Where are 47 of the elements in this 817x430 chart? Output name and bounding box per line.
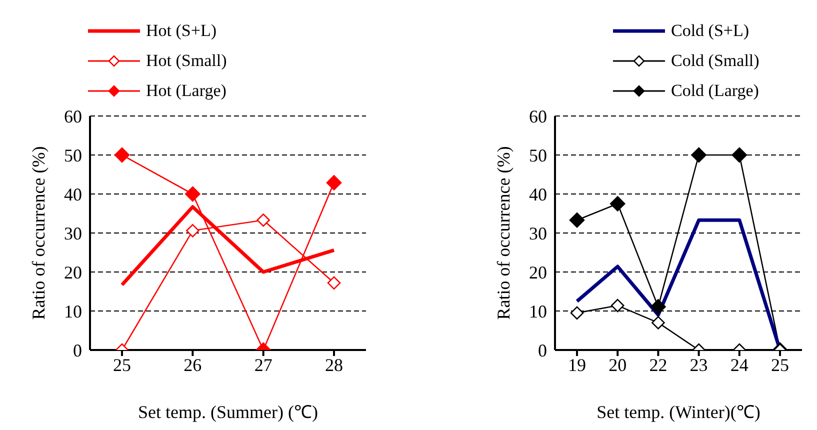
- point: [691, 147, 706, 163]
- x-axis-title: Set temp. (Summer) (℃): [138, 402, 318, 422]
- y-tick-label: 30: [64, 223, 82, 244]
- y-tick-label: 50: [529, 145, 547, 166]
- y-tick-label: 50: [64, 145, 82, 166]
- point: [256, 213, 270, 227]
- y-tick-label: 10: [64, 301, 82, 322]
- point: [652, 316, 665, 330]
- legend-label: Cold (Small): [671, 51, 760, 71]
- x-tick-label: 28: [325, 354, 343, 375]
- y-tick-label: 20: [64, 262, 82, 282]
- point: [186, 224, 200, 238]
- x-tick-label: 27: [254, 354, 272, 375]
- x-tick-label: 26: [184, 354, 202, 375]
- x-tick-label: 24: [730, 354, 748, 375]
- y-tick-label: 10: [529, 301, 547, 322]
- legend-label: Cold (S+L): [671, 21, 750, 41]
- y-axis-title: Ratio of occurrence (%): [28, 146, 48, 320]
- y-tick-label: 60: [529, 106, 547, 126]
- y-tick-label: 60: [64, 106, 82, 126]
- x-axis-title: Set temp. (Winter)(℃): [596, 402, 760, 422]
- x-tick-label: 20: [608, 354, 627, 375]
- point: [610, 298, 624, 312]
- y-tick-label: 40: [64, 184, 82, 204]
- x-tick-label: 23: [690, 354, 708, 375]
- point: [114, 147, 130, 163]
- y-tick-label: 30: [529, 223, 547, 244]
- y-axis-title: Ratio of occurrence (%): [493, 146, 514, 320]
- point: [732, 147, 748, 163]
- point: [570, 306, 584, 320]
- point: [326, 175, 342, 190]
- y-tick-label: 40: [529, 184, 547, 204]
- point: [650, 299, 666, 314]
- y-tick-label: 0: [538, 340, 547, 360]
- x-tick-label: 25: [113, 354, 131, 375]
- legend-label: Hot (Small): [146, 51, 227, 71]
- legend-label: Hot (Large): [146, 81, 226, 101]
- point: [610, 196, 626, 212]
- legend-label: Cold (Large): [671, 81, 759, 101]
- y-tick-label: 20: [529, 262, 547, 282]
- legend-label: Hot (S+L): [146, 21, 216, 41]
- x-tick-label: 25: [771, 354, 789, 375]
- point: [185, 186, 200, 202]
- point: [569, 212, 585, 228]
- x-tick-label: 19: [568, 354, 586, 375]
- y-tick-label: 0: [73, 340, 82, 360]
- x-tick-label: 22: [649, 354, 668, 375]
